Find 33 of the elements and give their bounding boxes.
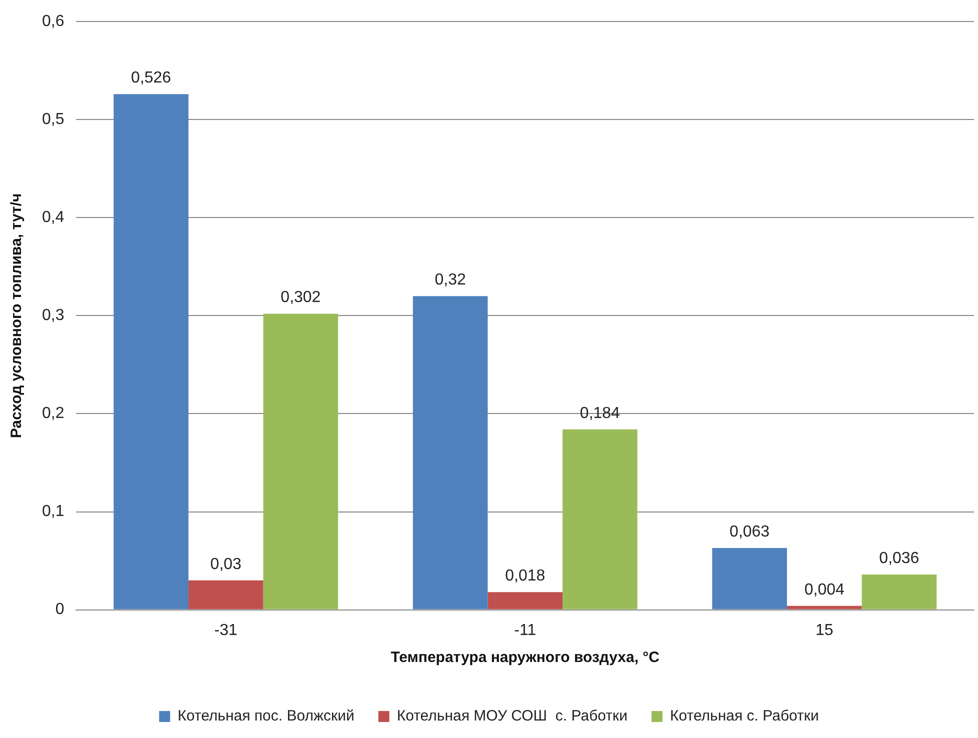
y-tick-label: 0,5 bbox=[42, 111, 64, 128]
bar bbox=[488, 592, 563, 610]
data-label: 0,036 bbox=[879, 550, 920, 567]
data-label: 0,32 bbox=[434, 272, 466, 288]
bar bbox=[188, 580, 264, 610]
x-tick-label: -11 bbox=[514, 622, 536, 639]
bar bbox=[712, 548, 787, 610]
data-label: 0,184 bbox=[580, 404, 620, 422]
data-label: 0,302 bbox=[280, 289, 321, 306]
bar bbox=[263, 314, 338, 610]
x-tick-label: -31 bbox=[214, 622, 238, 639]
y-axis-title: Расход условного топлива, тут/ч bbox=[8, 193, 26, 438]
data-label: 0,063 bbox=[730, 523, 770, 540]
bar bbox=[114, 94, 188, 610]
bar bbox=[562, 429, 638, 610]
legend-label: Котельная пос. Волжский bbox=[178, 708, 354, 725]
x-axis-title: Температура наружного воздуха, °C bbox=[390, 649, 660, 666]
y-tick-label: 0 bbox=[55, 601, 64, 618]
y-tick-label: 0,1 bbox=[42, 503, 64, 520]
data-label: 0,004 bbox=[804, 581, 844, 598]
y-tick-label: 0,4 bbox=[42, 209, 64, 226]
bar bbox=[862, 574, 937, 610]
bar bbox=[786, 606, 862, 610]
x-tick-label: 15 bbox=[815, 622, 834, 639]
data-label: 0,526 bbox=[131, 70, 172, 87]
y-tick-label: 0,3 bbox=[42, 307, 64, 324]
legend-label: Котельная МОУ СОШ с. Работки bbox=[396, 708, 628, 725]
legend-label: Котельная с. Работки bbox=[670, 708, 819, 725]
data-label: 0,018 bbox=[505, 568, 546, 585]
data-label: 0,03 bbox=[210, 556, 242, 573]
y-tick-label: 0,6 bbox=[42, 13, 64, 30]
bar bbox=[412, 296, 488, 610]
y-tick-label: 0,2 bbox=[42, 405, 64, 422]
